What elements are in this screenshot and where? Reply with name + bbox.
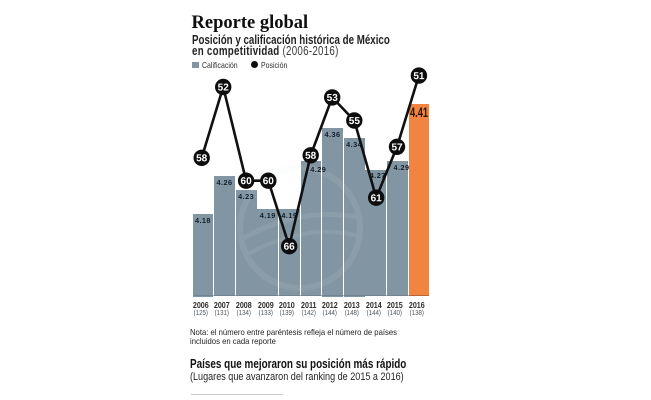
svg-text:58: 58 <box>196 153 208 164</box>
svg-text:51: 51 <box>413 71 425 82</box>
svg-text:52: 52 <box>218 82 230 93</box>
svg-text:61: 61 <box>371 193 383 204</box>
svg-text:53: 53 <box>327 93 339 104</box>
svg-text:66: 66 <box>284 242 296 253</box>
svg-text:58: 58 <box>305 151 317 162</box>
svg-text:60: 60 <box>241 176 253 187</box>
svg-text:55: 55 <box>349 116 361 127</box>
svg-text:57: 57 <box>391 142 403 153</box>
svg-text:60: 60 <box>263 176 275 187</box>
